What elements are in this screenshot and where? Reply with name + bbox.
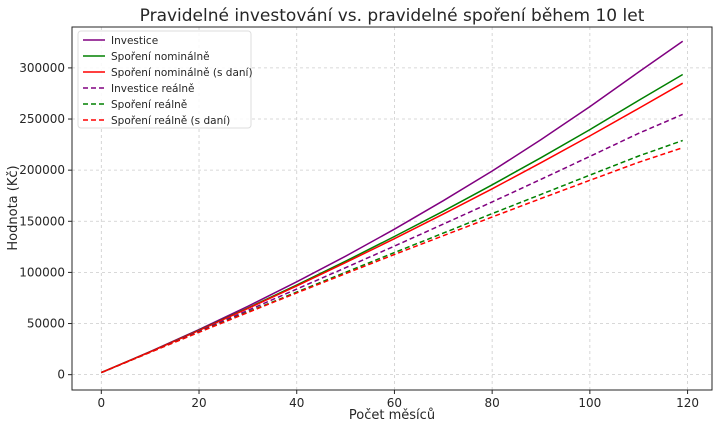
legend-label: Investice reálně (111, 83, 195, 95)
x-tick-label: 40 (289, 396, 304, 410)
x-axis-label: Počet měsíců (349, 408, 435, 423)
series-line-5 (101, 146, 683, 374)
x-tick-label: 80 (485, 396, 500, 410)
x-tick-label: 100 (578, 396, 601, 410)
legend-box (77, 30, 252, 129)
chart-title: Pravidelné investování vs. pravidelné sp… (140, 6, 645, 26)
x-tick-label: 0 (97, 396, 105, 410)
legend-label: Spoření nominálně (111, 51, 210, 63)
y-axis-label: Hodnota (Kč) (6, 165, 21, 250)
x-tick-label: 60 (387, 396, 402, 410)
y-tick-label: 200000 (19, 163, 65, 177)
legend-label: Spoření nominálně (s daní) (111, 67, 253, 79)
y-tick-label: 300000 (19, 61, 65, 75)
legend-label: Spoření reálně (s daní) (111, 115, 230, 127)
y-tick-label: 150000 (19, 214, 65, 228)
legend-label: Investice (111, 35, 158, 47)
ticks: 0 20 40 60 80 100 120 0 50000 100000 150000 200000 2… (19, 61, 699, 410)
y-tick-label: 0 (57, 368, 65, 382)
x-tick-label: 120 (676, 396, 699, 410)
y-tick-label: 50000 (27, 317, 65, 331)
series-line-4 (101, 139, 683, 374)
x-tick-label: 20 (191, 396, 206, 410)
series-lines (101, 40, 684, 374)
y-tick-label: 100000 (19, 265, 65, 279)
plot-frame (71, 26, 713, 391)
y-tick-label: 250000 (19, 112, 65, 126)
legend-label: Spoření reálně (111, 99, 187, 111)
legend: Investice Spoření nominálně Spoření nominá… (77, 30, 253, 129)
